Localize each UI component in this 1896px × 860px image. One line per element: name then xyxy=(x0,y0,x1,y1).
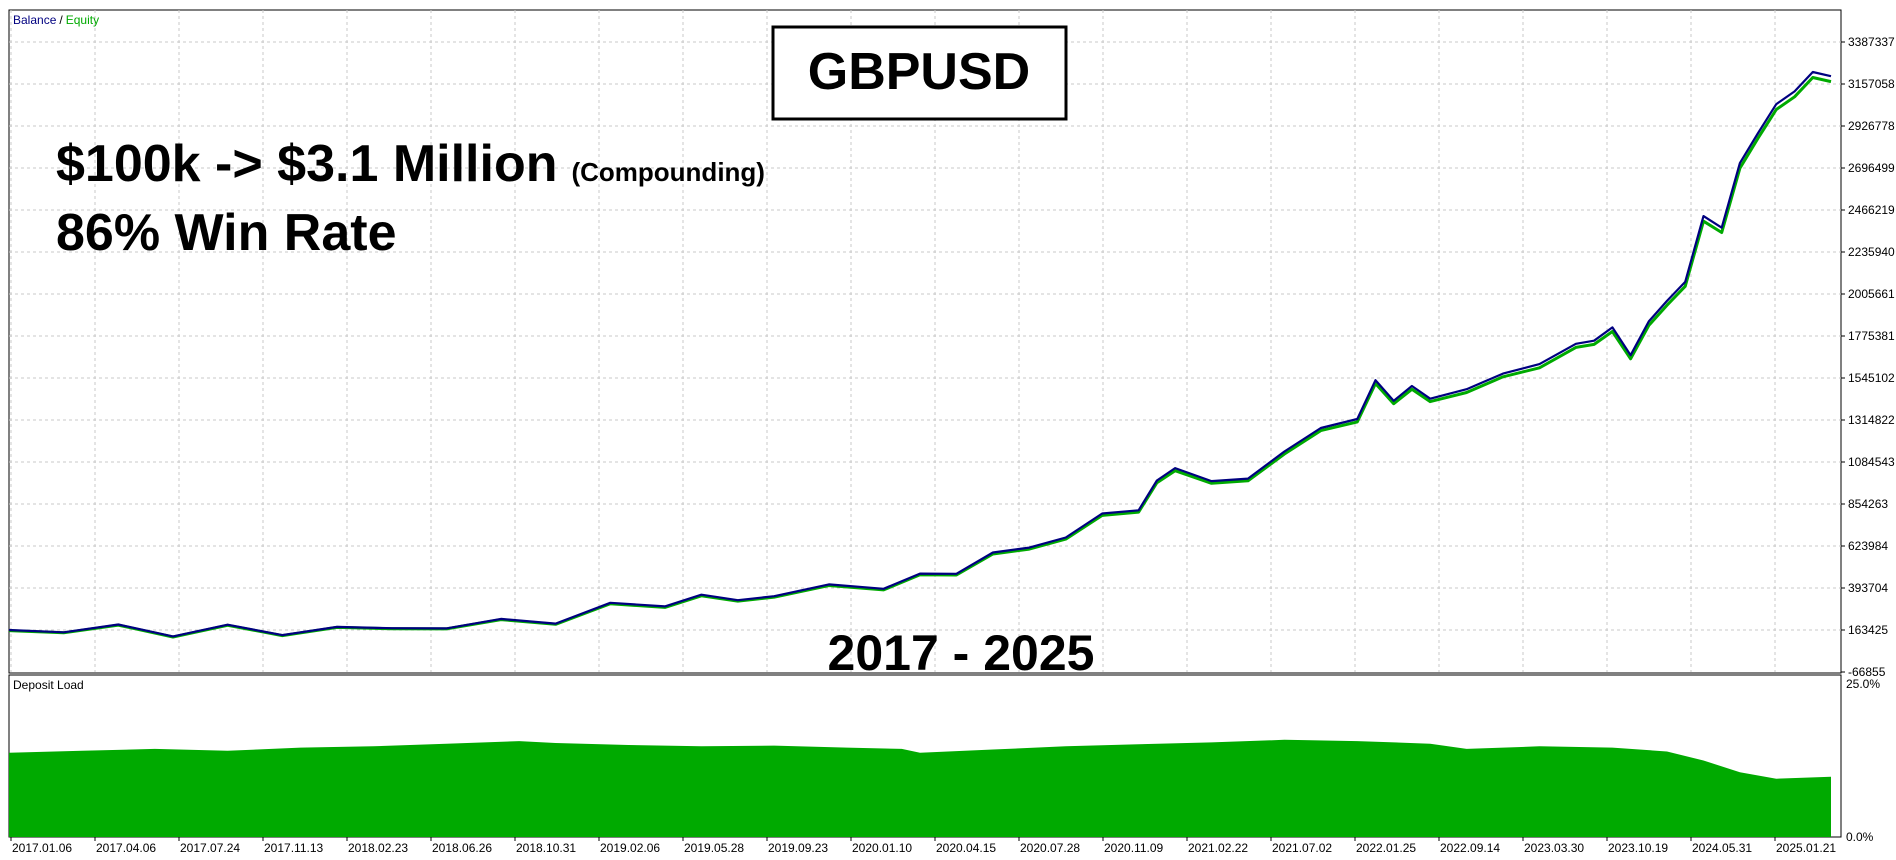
x-tick-label: 2021.07.02 xyxy=(1272,841,1332,855)
x-tick-label: 2018.02.23 xyxy=(348,841,408,855)
x-tick-label: 2025.01.21 xyxy=(1776,841,1836,855)
main-y-axis: 3387337 3157058 2926778 2696499 2466219 22359… xyxy=(1841,35,1895,679)
legend-separator: / xyxy=(59,13,63,27)
load-y-tick-max: 25.0% xyxy=(1846,677,1880,691)
y-tick-label: -66855 xyxy=(1848,665,1886,679)
headline-note: (Compounding) xyxy=(571,157,765,187)
y-tick-label: 2696499 xyxy=(1848,161,1895,175)
x-tick-label: 2022.09.14 xyxy=(1440,841,1500,855)
y-tick-label: 2926778 xyxy=(1848,119,1895,133)
chart-title: GBPUSD xyxy=(808,43,1030,101)
load-y-tick-min: 0.0% xyxy=(1846,830,1874,844)
main-series xyxy=(8,70,1832,639)
y-tick-label: 2005661 xyxy=(1848,287,1895,301)
x-tick-label: 2020.01.10 xyxy=(852,841,912,855)
x-tick-label: 2023.03.30 xyxy=(1524,841,1584,855)
y-tick-label: 163425 xyxy=(1848,623,1888,637)
series-balance-line xyxy=(8,70,1832,638)
x-tick-label: 2017.04.06 xyxy=(96,841,156,855)
x-tick-label: 2020.11.09 xyxy=(1104,841,1163,855)
x-tick-label: 2018.06.26 xyxy=(432,841,492,855)
deposit-load-area xyxy=(9,739,1831,837)
y-tick-label: 1314822 xyxy=(1848,413,1895,427)
x-tick-label: 2023.10.19 xyxy=(1608,841,1668,855)
y-tick-label: 2466219 xyxy=(1848,203,1895,217)
y-tick-label: 393704 xyxy=(1848,581,1888,595)
legend-equity: Equity xyxy=(66,13,99,27)
y-tick-label: 1084543 xyxy=(1848,455,1895,469)
legend: Balance / Equity xyxy=(13,13,99,27)
deposit-load-label: Deposit Load xyxy=(13,678,84,692)
x-tick-label: 2020.07.28 xyxy=(1020,841,1080,855)
win-rate: 86% Win Rate xyxy=(56,204,397,262)
y-tick-label: 1775381 xyxy=(1848,329,1895,343)
x-tick-label: 2017.07.24 xyxy=(180,841,240,855)
balance-equity-panel: 3387337 3157058 2926778 2696499 2466219 22359… xyxy=(8,9,1895,681)
period-label: 2017 - 2025 xyxy=(828,625,1095,681)
x-axis: 2017.01.06 2017.04.06 2017.07.24 2017.11.13… xyxy=(10,837,1836,855)
x-tick-label: 2017.01.06 xyxy=(12,841,72,855)
x-tick-label: 2024.05.31 xyxy=(1692,841,1752,855)
x-tick-label: 2021.02.22 xyxy=(1188,841,1248,855)
x-tick-label: 2022.01.25 xyxy=(1356,841,1416,855)
load-series xyxy=(9,739,1831,837)
deposit-load-panel: Deposit Load 25.0% 0.0% xyxy=(8,674,1880,844)
y-tick-label: 2235940 xyxy=(1848,245,1895,259)
x-tick-label: 2019.02.06 xyxy=(600,841,660,855)
y-tick-label: 1545102 xyxy=(1848,371,1895,385)
x-tick-label: 2018.10.31 xyxy=(516,841,576,855)
x-tick-label: 2019.09.23 xyxy=(768,841,828,855)
x-tick-label: 2017.11.13 xyxy=(264,841,323,855)
x-tick-label: 2020.04.15 xyxy=(936,841,996,855)
headline-main: $100k -> $3.1 Million xyxy=(56,135,557,193)
y-tick-label: 3157058 xyxy=(1848,77,1895,91)
y-tick-label: 3387337 xyxy=(1848,35,1895,49)
legend-balance: Balance xyxy=(13,13,57,27)
y-tick-label: 623984 xyxy=(1848,539,1888,553)
y-tick-label: 854263 xyxy=(1848,497,1888,511)
x-tick-label: 2019.05.28 xyxy=(684,841,744,855)
headline: $100k -> $3.1 Million (Compounding) xyxy=(56,135,765,193)
title-box xyxy=(771,25,1068,121)
